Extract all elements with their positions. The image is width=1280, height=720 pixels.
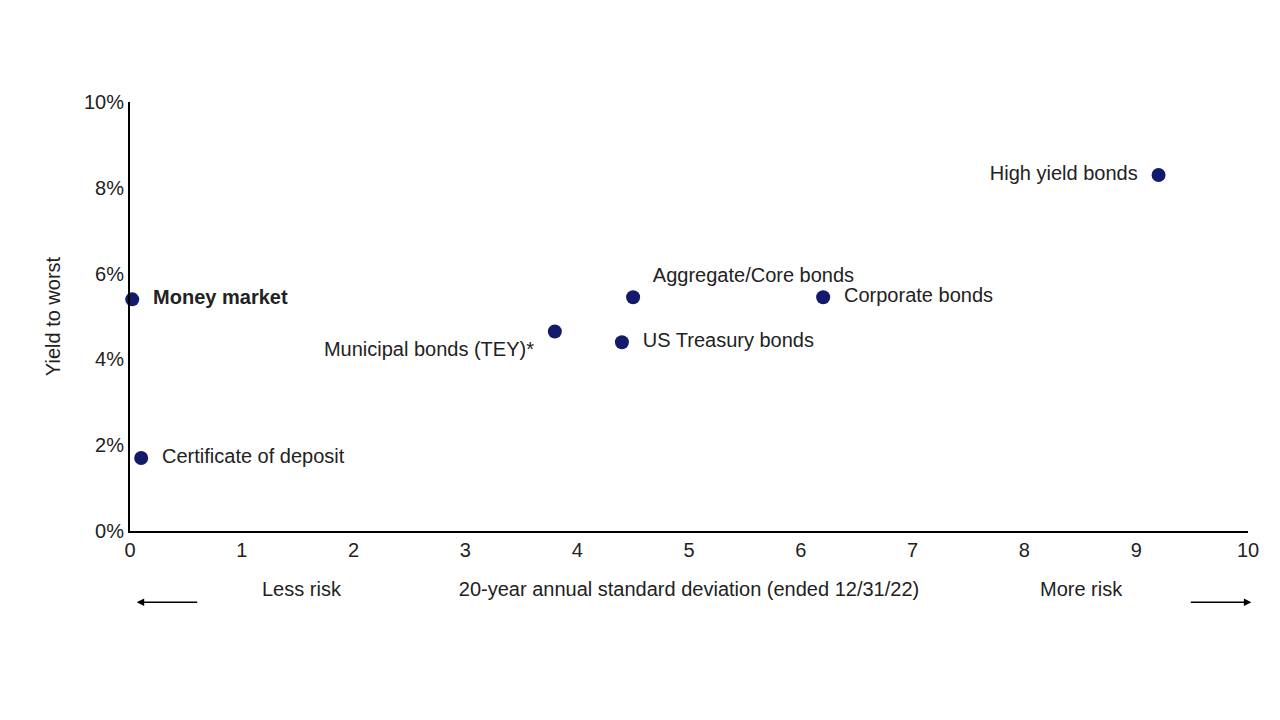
- svg-text:High yield bonds: High yield bonds: [990, 162, 1149, 184]
- svg-text:4: 4: [572, 539, 583, 561]
- svg-text:6%: 6%: [95, 263, 124, 285]
- svg-text:Aggregate/Core bonds: Aggregate/Core bonds: [643, 264, 854, 286]
- svg-text:Certificate of deposit: Certificate of deposit: [151, 445, 345, 467]
- svg-text:0: 0: [124, 539, 135, 561]
- svg-text:9: 9: [1131, 539, 1142, 561]
- svg-text:8%: 8%: [95, 177, 124, 199]
- svg-text:More risk: More risk: [1040, 578, 1123, 600]
- svg-text:Corporate bonds: Corporate bonds: [833, 284, 993, 306]
- svg-text:Municipal bonds (TEY)*: Municipal bonds (TEY)*: [324, 338, 545, 360]
- svg-text:Money market: Money market: [142, 286, 288, 308]
- svg-text:20-year annual standard deviat: 20-year annual standard deviation (ended…: [459, 578, 919, 600]
- svg-text:0%: 0%: [95, 520, 124, 542]
- svg-text:5: 5: [683, 539, 694, 561]
- svg-text:10%: 10%: [84, 91, 124, 113]
- svg-text:Less risk: Less risk: [262, 578, 342, 600]
- svg-text:7: 7: [907, 539, 918, 561]
- svg-text:3: 3: [460, 539, 471, 561]
- svg-text:8: 8: [1019, 539, 1030, 561]
- svg-text:1: 1: [236, 539, 247, 561]
- svg-text:10: 10: [1237, 539, 1259, 561]
- svg-text:4%: 4%: [95, 348, 124, 370]
- svg-text:US Treasury bonds: US Treasury bonds: [632, 329, 814, 351]
- svg-text:Yield to worst: Yield to worst: [42, 256, 64, 376]
- svg-text:2: 2: [348, 539, 359, 561]
- svg-text:6: 6: [795, 539, 806, 561]
- svg-text:2%: 2%: [95, 434, 124, 456]
